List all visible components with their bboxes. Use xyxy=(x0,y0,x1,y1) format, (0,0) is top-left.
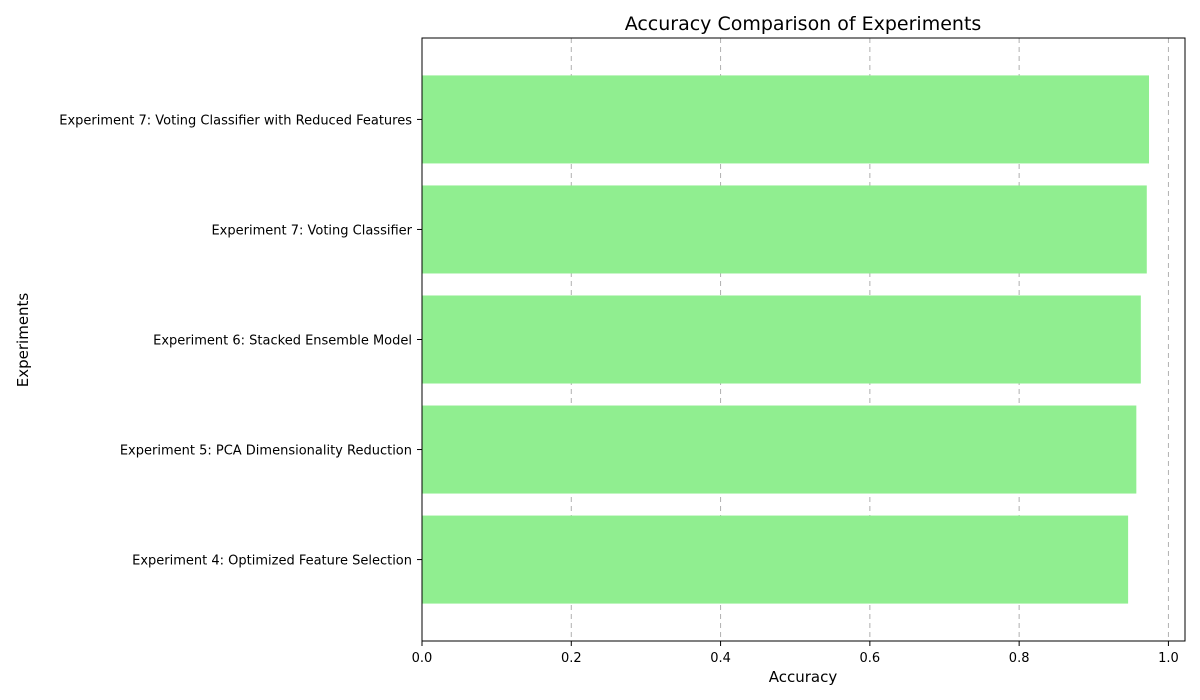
x-tick-label: 0.6 xyxy=(860,651,881,666)
y-tick-label: Experiment 4: Optimized Feature Selectio… xyxy=(132,554,412,569)
bar xyxy=(422,405,1137,494)
chart-title: Accuracy Comparison of Experiments xyxy=(625,13,982,35)
y-tick-label: Experiment 7: Voting Classifier xyxy=(211,223,412,238)
bar xyxy=(422,515,1129,604)
y-axis-ticks: Experiment 4: Optimized Feature Selectio… xyxy=(59,113,422,569)
y-tick-label: Experiment 5: PCA Dimensionality Reducti… xyxy=(120,444,412,459)
x-tick-label: 0.4 xyxy=(710,651,731,666)
x-tick-label: 0.8 xyxy=(1009,651,1030,666)
x-tick-label: 0.0 xyxy=(412,651,433,666)
y-axis-label: Experiments xyxy=(14,293,32,388)
bar xyxy=(422,185,1147,274)
x-tick-label: 0.2 xyxy=(561,651,582,666)
x-axis-label: Accuracy xyxy=(769,668,838,686)
x-axis-ticks: 0.0 0.2 0.4 0.6 0.8 1.0 xyxy=(412,641,1179,666)
x-tick-label: 1.0 xyxy=(1158,651,1179,666)
y-tick-label: Experiment 6: Stacked Ensemble Model xyxy=(153,334,412,349)
bar xyxy=(422,295,1141,384)
bars xyxy=(422,75,1150,604)
bar xyxy=(422,75,1150,164)
y-tick-label: Experiment 7: Voting Classifier with Red… xyxy=(59,113,412,128)
